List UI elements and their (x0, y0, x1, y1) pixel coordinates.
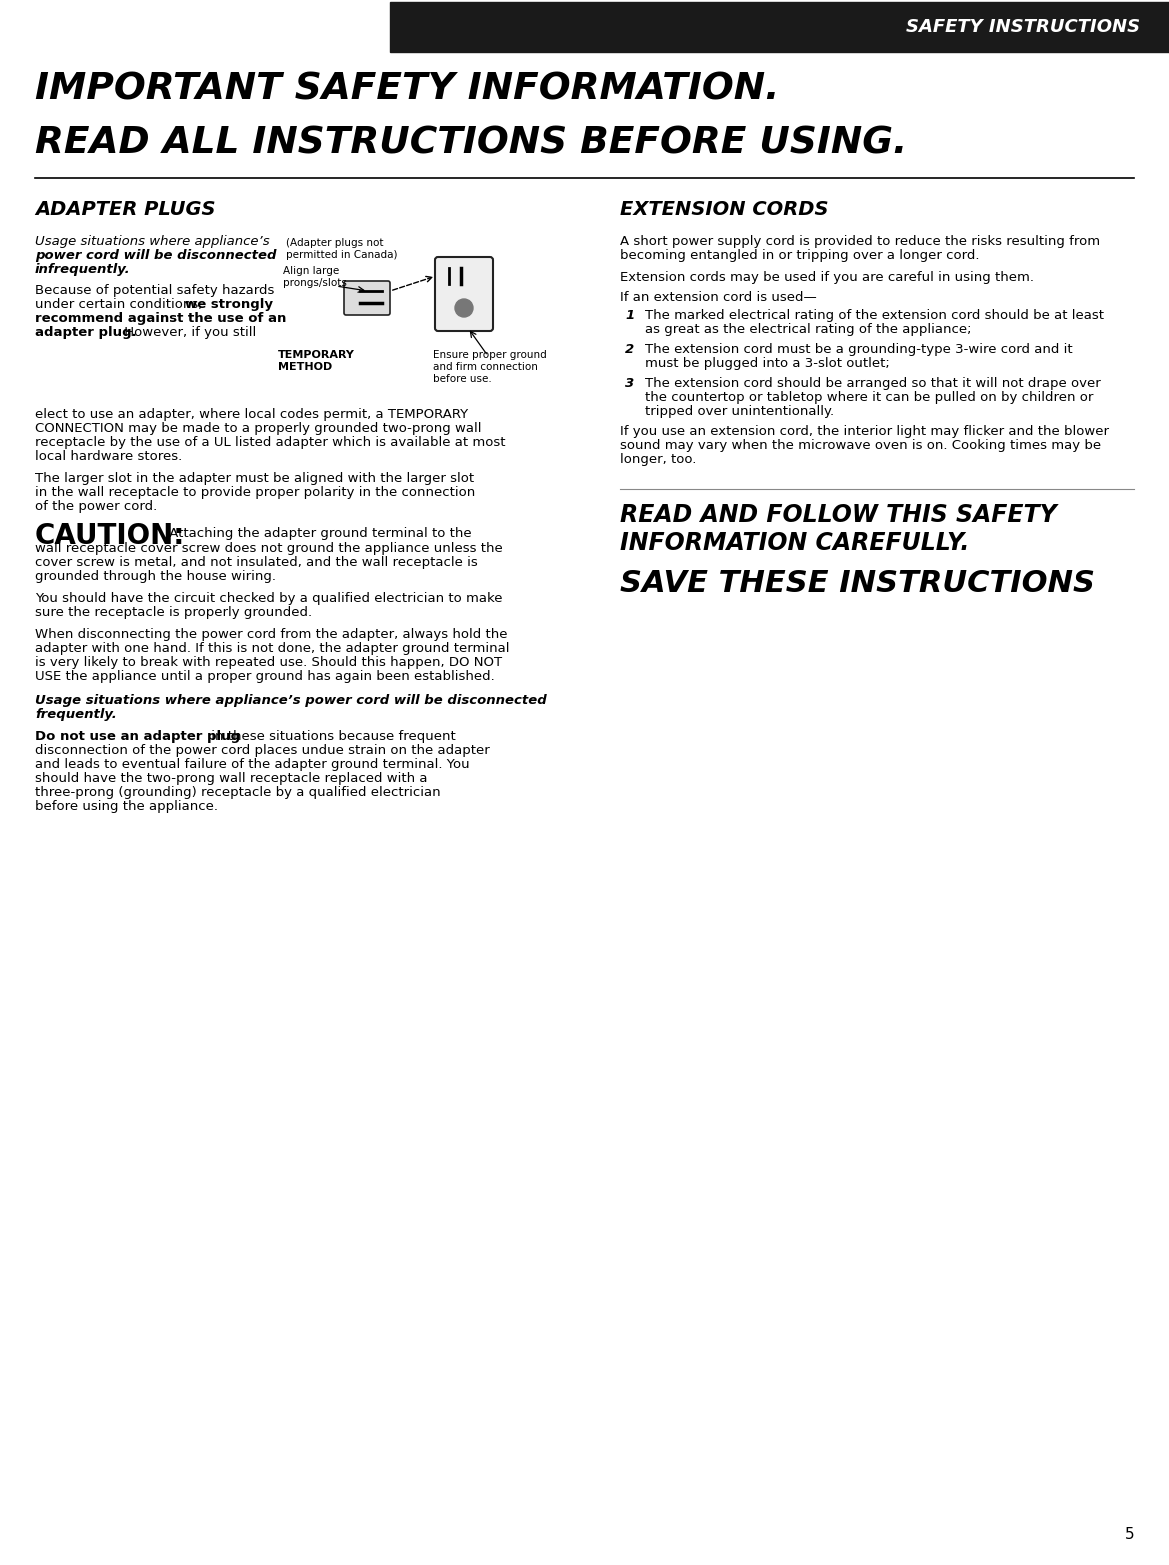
Text: power cord will be disconnected: power cord will be disconnected (35, 249, 277, 261)
Text: 1: 1 (625, 308, 635, 322)
Text: If you use an extension cord, the interior light may flicker and the blower: If you use an extension cord, the interi… (620, 426, 1109, 438)
Text: grounded through the house wiring.: grounded through the house wiring. (35, 570, 276, 584)
Text: tripped over unintentionally.: tripped over unintentionally. (645, 405, 835, 418)
Text: prongs/slots: prongs/slots (283, 279, 347, 288)
Text: Usage situations where appliance’s: Usage situations where appliance’s (35, 235, 270, 247)
Text: infrequently.: infrequently. (35, 263, 131, 275)
Text: and firm connection: and firm connection (433, 362, 538, 372)
Text: USE the appliance until a proper ground has again been established.: USE the appliance until a proper ground … (35, 670, 494, 682)
Text: of the power cord.: of the power cord. (35, 499, 158, 513)
Text: Align large: Align large (283, 266, 339, 275)
Text: adapter with one hand. If this is not done, the adapter ground terminal: adapter with one hand. If this is not do… (35, 642, 510, 656)
Text: Extension cords may be used if you are careful in using them.: Extension cords may be used if you are c… (620, 271, 1035, 283)
Text: frequently.: frequently. (35, 707, 117, 721)
Text: A short power supply cord is provided to reduce the risks resulting from: A short power supply cord is provided to… (620, 235, 1100, 247)
Text: is very likely to break with repeated use. Should this happen, DO NOT: is very likely to break with repeated us… (35, 656, 503, 668)
Text: as great as the electrical rating of the appliance;: as great as the electrical rating of the… (645, 322, 971, 336)
Text: should have the two-prong wall receptacle replaced with a: should have the two-prong wall receptacl… (35, 772, 428, 786)
Text: Attaching the adapter ground terminal to the: Attaching the adapter ground terminal to… (165, 527, 471, 540)
Text: three-prong (grounding) receptacle by a qualified electrician: three-prong (grounding) receptacle by a … (35, 786, 441, 800)
Text: Because of potential safety hazards: Because of potential safety hazards (35, 283, 275, 297)
Text: INFORMATION CAREFULLY.: INFORMATION CAREFULLY. (620, 531, 969, 556)
Text: The larger slot in the adapter must be aligned with the larger slot: The larger slot in the adapter must be a… (35, 473, 475, 485)
Text: disconnection of the power cord places undue strain on the adapter: disconnection of the power cord places u… (35, 743, 490, 757)
Text: ADAPTER PLUGS: ADAPTER PLUGS (35, 200, 215, 219)
Text: under certain conditions,: under certain conditions, (35, 297, 207, 311)
Text: The marked electrical rating of the extension cord should be at least: The marked electrical rating of the exte… (645, 308, 1104, 322)
Text: becoming entangled in or tripping over a longer cord.: becoming entangled in or tripping over a… (620, 249, 980, 261)
Text: the countertop or tabletop where it can be pulled on by children or: the countertop or tabletop where it can … (645, 391, 1093, 404)
Text: permitted in Canada): permitted in Canada) (286, 250, 397, 260)
Text: elect to use an adapter, where local codes permit, a TEMPORARY: elect to use an adapter, where local cod… (35, 408, 468, 421)
Text: and leads to eventual failure of the adapter ground terminal. You: and leads to eventual failure of the ada… (35, 757, 470, 772)
Text: CONNECTION may be made to a properly grounded two-prong wall: CONNECTION may be made to a properly gro… (35, 423, 482, 435)
Text: sound may vary when the microwave oven is on. Cooking times may be: sound may vary when the microwave oven i… (620, 440, 1101, 452)
Text: receptacle by the use of a UL listed adapter which is available at most: receptacle by the use of a UL listed ada… (35, 437, 505, 449)
Text: CAUTION:: CAUTION: (35, 523, 186, 549)
Circle shape (455, 299, 473, 318)
Text: Ensure proper ground: Ensure proper ground (433, 351, 547, 360)
Text: must be plugged into a 3-slot outlet;: must be plugged into a 3-slot outlet; (645, 357, 890, 369)
Text: sure the receptacle is properly grounded.: sure the receptacle is properly grounded… (35, 606, 312, 620)
Text: adapter plug.: adapter plug. (35, 326, 137, 340)
Text: EXTENSION CORDS: EXTENSION CORDS (620, 200, 829, 219)
Text: READ ALL INSTRUCTIONS BEFORE USING.: READ ALL INSTRUCTIONS BEFORE USING. (35, 125, 907, 161)
Text: we strongly: we strongly (185, 297, 274, 311)
Bar (390, 2, 1169, 52)
Text: The extension cord must be a grounding-type 3-wire cord and it: The extension cord must be a grounding-t… (645, 343, 1073, 355)
Text: 2: 2 (625, 343, 635, 355)
Text: The extension cord should be arranged so that it will not drape over: The extension cord should be arranged so… (645, 377, 1101, 390)
Text: SAVE THESE INSTRUCTIONS: SAVE THESE INSTRUCTIONS (620, 570, 1095, 598)
Text: TEMPORARY: TEMPORARY (278, 351, 355, 360)
Text: local hardware stores.: local hardware stores. (35, 451, 182, 463)
Text: before using the appliance.: before using the appliance. (35, 800, 217, 812)
Text: in these situations because frequent: in these situations because frequent (207, 729, 456, 743)
Text: in the wall receptacle to provide proper polarity in the connection: in the wall receptacle to provide proper… (35, 487, 476, 499)
Text: If an extension cord is used—: If an extension cord is used— (620, 291, 817, 304)
Text: 3: 3 (625, 377, 635, 390)
Text: SAFETY INSTRUCTIONS: SAFETY INSTRUCTIONS (906, 19, 1140, 36)
Text: However, if you still: However, if you still (120, 326, 256, 340)
Text: READ AND FOLLOW THIS SAFETY: READ AND FOLLOW THIS SAFETY (620, 502, 1057, 527)
Text: When disconnecting the power cord from the adapter, always hold the: When disconnecting the power cord from t… (35, 628, 507, 642)
Text: METHOD: METHOD (278, 362, 332, 372)
Text: You should have the circuit checked by a qualified electrician to make: You should have the circuit checked by a… (35, 592, 503, 606)
Text: longer, too.: longer, too. (620, 452, 697, 466)
Text: cover screw is metal, and not insulated, and the wall receptacle is: cover screw is metal, and not insulated,… (35, 556, 478, 570)
FancyBboxPatch shape (344, 282, 390, 315)
Text: IMPORTANT SAFETY INFORMATION.: IMPORTANT SAFETY INFORMATION. (35, 72, 780, 108)
Text: Usage situations where appliance’s power cord will be disconnected: Usage situations where appliance’s power… (35, 693, 547, 707)
Text: before use.: before use. (433, 374, 492, 383)
FancyBboxPatch shape (435, 257, 493, 332)
Text: (Adapter plugs not: (Adapter plugs not (286, 238, 383, 247)
Text: Do not use an adapter plug: Do not use an adapter plug (35, 729, 240, 743)
Text: wall receptacle cover screw does not ground the appliance unless the: wall receptacle cover screw does not gro… (35, 541, 503, 556)
Text: recommend against the use of an: recommend against the use of an (35, 311, 286, 326)
Text: 5: 5 (1125, 1527, 1134, 1542)
